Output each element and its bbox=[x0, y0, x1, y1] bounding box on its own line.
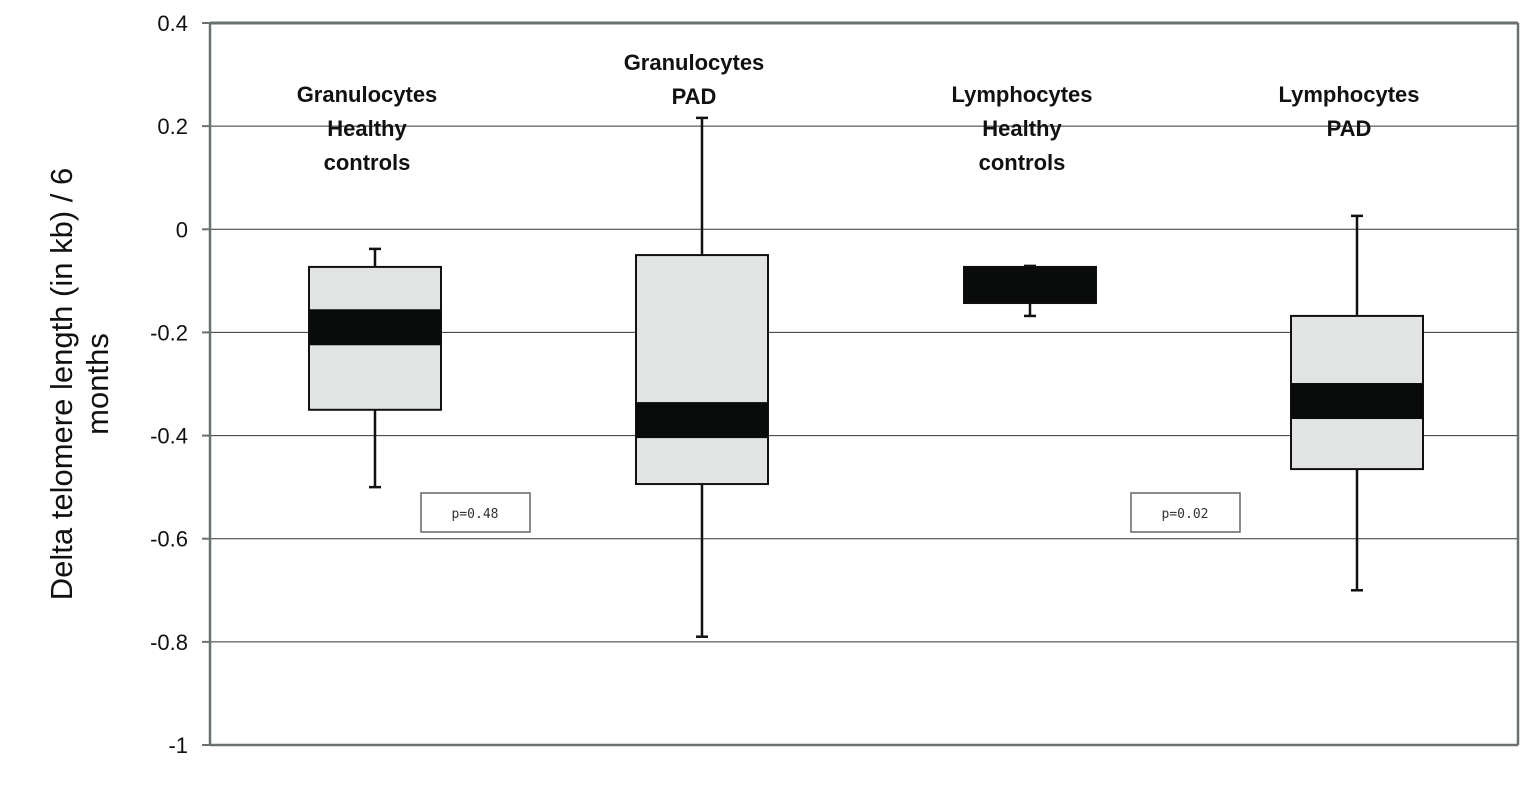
box-3 bbox=[963, 264, 1097, 318]
category-label-line: controls bbox=[979, 150, 1066, 175]
y-tick-label: -0.4 bbox=[150, 424, 188, 449]
median-band bbox=[309, 309, 441, 346]
y-tick-label: 0.2 bbox=[157, 114, 188, 139]
p-value-text: p=0.02 bbox=[1162, 507, 1209, 522]
box-1 bbox=[308, 247, 442, 489]
category-label-line: Lymphocytes bbox=[1278, 82, 1419, 107]
category-label-line: PAD bbox=[672, 84, 717, 109]
box-4 bbox=[1290, 214, 1424, 592]
y-axis-title: Delta telomere length (in kb) / 6 months bbox=[44, 168, 115, 601]
category-label-line: Granulocytes bbox=[297, 82, 438, 107]
median-band bbox=[636, 402, 768, 439]
y-axis-title-line-2: months bbox=[80, 333, 115, 435]
y-tick-label: -0.6 bbox=[150, 527, 188, 552]
y-tick-label: -1 bbox=[168, 733, 188, 758]
iqr-box bbox=[635, 254, 769, 486]
y-tick-label: 0 bbox=[176, 217, 188, 242]
p-value-text: p=0.48 bbox=[452, 507, 499, 522]
category-label-line: Healthy bbox=[327, 116, 407, 141]
category-label-line: Granulocytes bbox=[624, 50, 765, 75]
median-band bbox=[1291, 383, 1423, 420]
box-2 bbox=[635, 116, 769, 638]
category-label-line: controls bbox=[324, 150, 411, 175]
category-label-line: Lymphocytes bbox=[951, 82, 1092, 107]
y-tick-label: 0.4 bbox=[157, 11, 188, 36]
category-label-line: Healthy bbox=[982, 116, 1062, 141]
median-band bbox=[964, 266, 1096, 303]
y-tick-labels: 0.4 0.2 0 -0.2 -0.4 -0.6 -0.8 -1 bbox=[150, 11, 210, 758]
y-axis-title-line-1: Delta telomere length (in kb) / 6 bbox=[44, 168, 79, 601]
y-tick-label: -0.2 bbox=[150, 320, 188, 345]
category-labels: Granulocytes Healthy controls Granulocytes P… bbox=[297, 50, 1420, 175]
category-label-line: PAD bbox=[1327, 116, 1372, 141]
boxes bbox=[308, 116, 1424, 638]
p-value-annotation-lymphocytes: p=0.02 bbox=[1130, 492, 1241, 533]
y-tick-label: -0.8 bbox=[150, 630, 188, 655]
p-value-annotation-granulocytes: p=0.48 bbox=[420, 492, 531, 533]
